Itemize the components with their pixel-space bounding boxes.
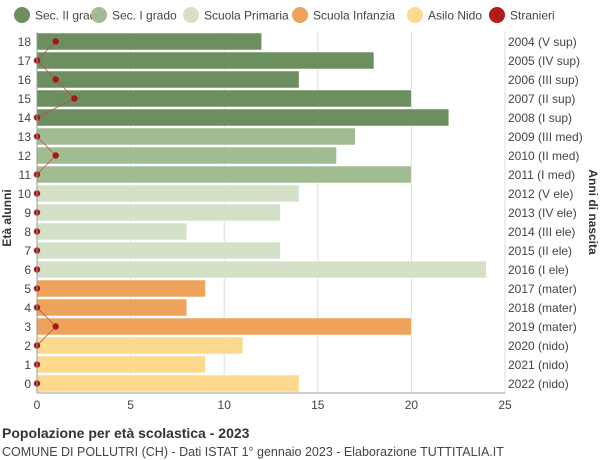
y-axis-label-left: Età alunni (0, 189, 14, 246)
chart-subtitle: COMUNE DI POLLUTRI (CH) - Dati ISTAT 1° … (2, 445, 504, 459)
tick-label-year: 2013 (IV ele) (508, 206, 577, 220)
legend-swatch (407, 7, 423, 23)
legend-item-sec-i-grado: Sec. I grado (91, 7, 177, 23)
tick-label-x: 5 (127, 398, 134, 412)
tick-label-age: 6 (24, 263, 31, 277)
legend-label: Scuola Infanzia (313, 9, 395, 23)
legend-label: Asilo Nido (428, 9, 482, 23)
bar-age-6 (36, 260, 487, 279)
tick-label-age: 1 (24, 358, 31, 372)
stranieri-point-age-16 (52, 76, 59, 83)
bar-age-13 (36, 127, 356, 146)
legend-label: Stranieri (510, 9, 555, 23)
legend-label: Scuola Primaria (204, 9, 289, 23)
bar-age-5 (36, 279, 206, 298)
bar-age-14 (36, 108, 450, 127)
bar-age-7 (36, 241, 281, 260)
legend-item-asilo-nido: Asilo Nido (407, 7, 482, 23)
legend-swatch (91, 7, 107, 23)
tick-label-year: 2006 (III sup) (508, 73, 579, 87)
tick-label-age: 3 (24, 320, 31, 334)
tick-labels: 18 2004 (V sup)17 2005 (IV sup)16 2006 (III… (18, 35, 583, 412)
tick-label-age: 8 (24, 225, 31, 239)
legend: Sec. II grado Sec. I grado Scuola Primaria… (14, 7, 555, 23)
legend-label: Sec. I grado (112, 9, 177, 23)
bar-age-12 (36, 146, 337, 165)
tick-label-x: 25 (498, 398, 512, 412)
tick-label-age: 12 (18, 149, 32, 163)
tick-label-year: 2004 (V sup) (508, 35, 577, 49)
tick-label-x: 10 (218, 398, 232, 412)
tick-label-year: 2014 (III ele) (508, 225, 575, 239)
legend-item-sec-ii-grado: Sec. II grado (14, 7, 103, 23)
tick-label-year: 2019 (mater) (508, 320, 577, 334)
tick-label-year: 2012 (V ele) (508, 187, 573, 201)
bar-age-3 (36, 317, 412, 336)
tick-label-age: 18 (18, 35, 32, 49)
bar-age-16 (36, 70, 300, 89)
bar-age-0 (36, 374, 300, 393)
legend-swatch (489, 7, 505, 23)
tick-label-year: 2022 (nido) (508, 377, 569, 391)
bar-age-15 (36, 89, 412, 108)
tick-label-age: 7 (24, 244, 31, 258)
tick-label-year: 2018 (mater) (508, 301, 577, 315)
tick-label-age: 11 (19, 168, 32, 182)
tick-label-year: 2017 (mater) (508, 282, 577, 296)
tick-label-year: 2020 (nido) (508, 339, 569, 353)
tick-label-x: 0 (34, 398, 41, 412)
bar-age-9 (36, 203, 281, 222)
tick-label-age: 2 (24, 339, 31, 353)
bar-age-17 (36, 51, 375, 70)
legend-label: Sec. II grado (35, 9, 103, 23)
stranieri-point-age-3 (52, 323, 59, 330)
stranieri-point-age-18 (52, 38, 59, 45)
bar-age-11 (36, 165, 412, 184)
bar-age-4 (36, 298, 188, 317)
tick-label-x: 20 (405, 398, 419, 412)
tick-label-age: 14 (18, 111, 32, 125)
bar-age-1 (36, 355, 206, 374)
tick-label-age: 0 (24, 377, 31, 391)
bar-age-2 (36, 336, 244, 355)
legend-swatch (183, 7, 199, 23)
tick-label-age: 13 (18, 130, 32, 144)
tick-label-age: 17 (18, 54, 32, 68)
bars (36, 32, 487, 393)
axes (36, 32, 505, 394)
tick-label-year: 2015 (II ele) (508, 244, 572, 258)
bar-age-18 (36, 32, 262, 51)
tick-label-age: 16 (18, 73, 32, 87)
chart-title: Popolazione per età scolastica - 2023 (2, 425, 250, 441)
legend-item-scuola-primaria: Scuola Primaria (183, 7, 289, 23)
tick-label-year: 2007 (II sup) (508, 92, 575, 106)
legend-item-stranieri: Stranieri (489, 7, 555, 23)
tick-label-year: 2008 (I sup) (508, 111, 572, 125)
tick-label-year: 2005 (IV sup) (508, 54, 580, 68)
tick-label-year: 2010 (II med) (508, 149, 579, 163)
tick-label-year: 2016 (I ele) (508, 263, 569, 277)
tick-label-age: 10 (18, 187, 32, 201)
legend-item-scuola-infanzia: Scuola Infanzia (292, 7, 395, 23)
chart-canvas: Sec. II grado Sec. I grado Scuola Primaria… (0, 7, 600, 412)
tick-label-age: 5 (24, 282, 31, 296)
tick-label-year: 2021 (nido) (508, 358, 569, 372)
bar-age-10 (36, 184, 300, 203)
legend-swatch (14, 7, 30, 23)
tick-label-age: 9 (24, 206, 31, 220)
y-axis-label-right: Anni di nascita (586, 169, 600, 255)
stranieri-point-age-15 (71, 95, 78, 102)
tick-label-year: 2011 (I med) (508, 168, 575, 182)
bar-age-8 (36, 222, 188, 241)
legend-swatch (292, 7, 308, 23)
tick-label-x: 15 (311, 398, 325, 412)
stranieri-point-age-12 (52, 152, 59, 159)
tick-label-age: 15 (18, 92, 32, 106)
tick-label-year: 2009 (III med) (508, 130, 583, 144)
tick-label-age: 4 (24, 301, 31, 315)
